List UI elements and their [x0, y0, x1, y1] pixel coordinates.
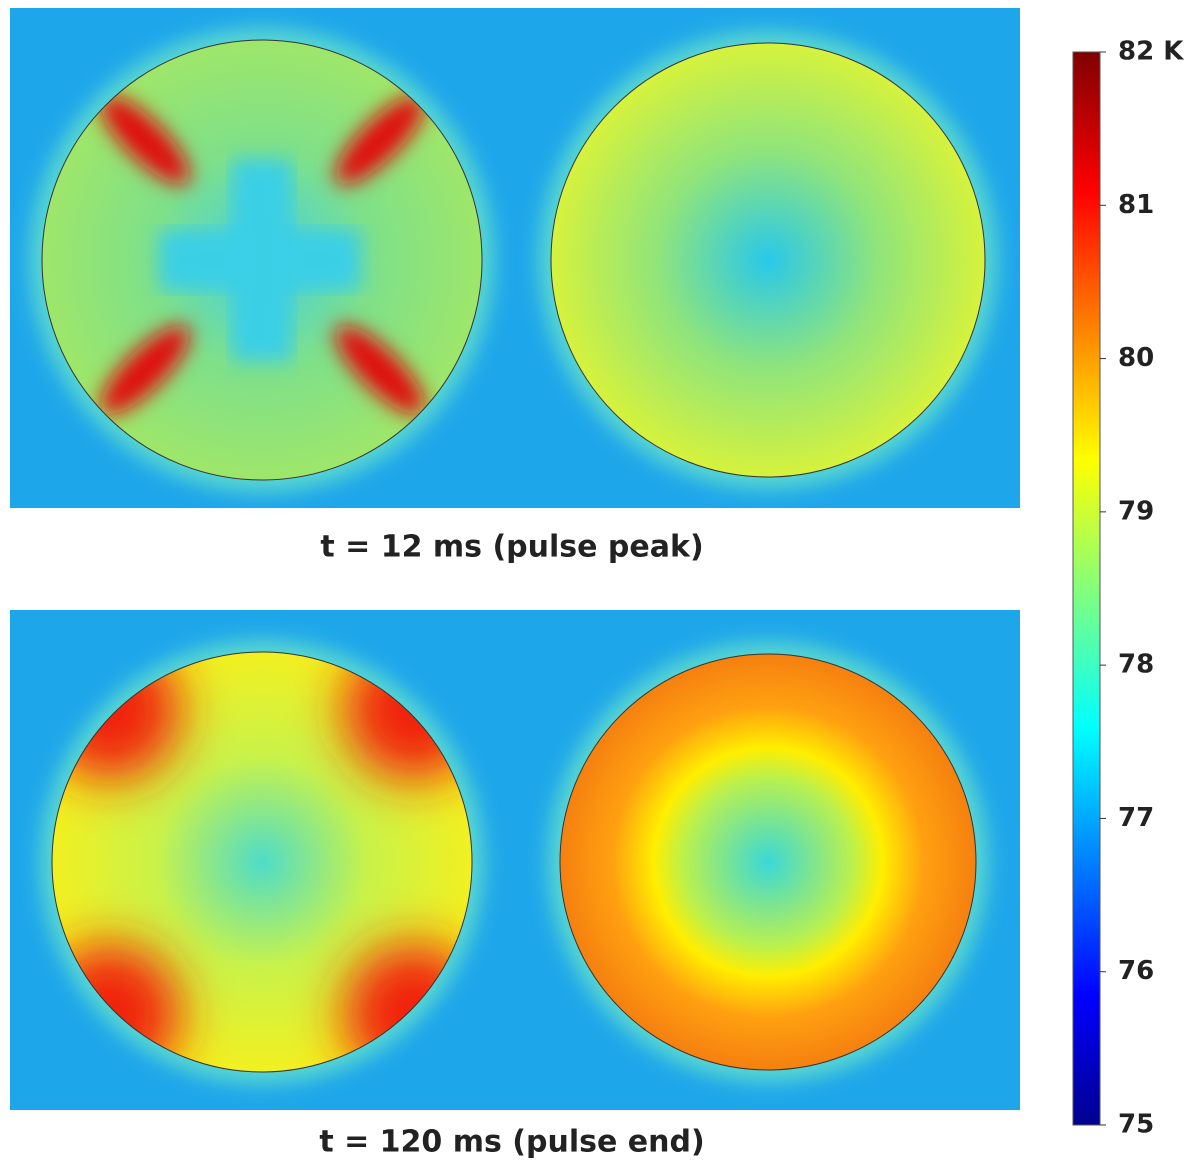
- tick-label: 78: [1118, 650, 1154, 680]
- tick-label: 76: [1118, 956, 1154, 986]
- colorbar: [1072, 51, 1101, 1126]
- panel-bottom: [10, 610, 1020, 1110]
- caption: t = 120 ms (pulse end): [319, 1125, 704, 1160]
- panel-top: [10, 8, 1020, 508]
- tick-label: 80: [1118, 343, 1154, 373]
- caption: t = 12 ms (pulse peak): [320, 530, 703, 565]
- tick-label: 77: [1118, 803, 1154, 833]
- tick-label: 81: [1118, 190, 1154, 220]
- tick-label: 82 K: [1118, 37, 1184, 67]
- tick-label: 75: [1118, 1110, 1154, 1140]
- tick-label: 79: [1118, 496, 1154, 526]
